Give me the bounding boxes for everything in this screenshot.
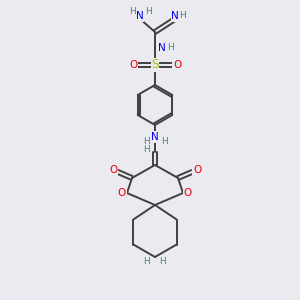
Text: S: S: [151, 58, 159, 71]
Text: H: H: [144, 256, 150, 266]
Text: H: H: [142, 146, 149, 154]
Text: O: O: [129, 60, 137, 70]
Text: H: H: [167, 43, 173, 52]
Text: O: O: [109, 165, 117, 175]
Text: H: H: [145, 7, 152, 16]
Text: O: O: [173, 60, 181, 70]
Text: N: N: [158, 43, 166, 53]
Text: N: N: [171, 11, 179, 21]
Text: O: O: [184, 188, 192, 198]
Text: N: N: [151, 132, 159, 142]
Text: H: H: [180, 11, 186, 20]
Text: O: O: [193, 165, 201, 175]
Text: O: O: [118, 188, 126, 198]
Text: N: N: [136, 11, 144, 21]
Text: H: H: [160, 256, 167, 266]
Text: H: H: [142, 137, 149, 146]
Text: H: H: [160, 137, 167, 146]
Text: H: H: [129, 7, 135, 16]
